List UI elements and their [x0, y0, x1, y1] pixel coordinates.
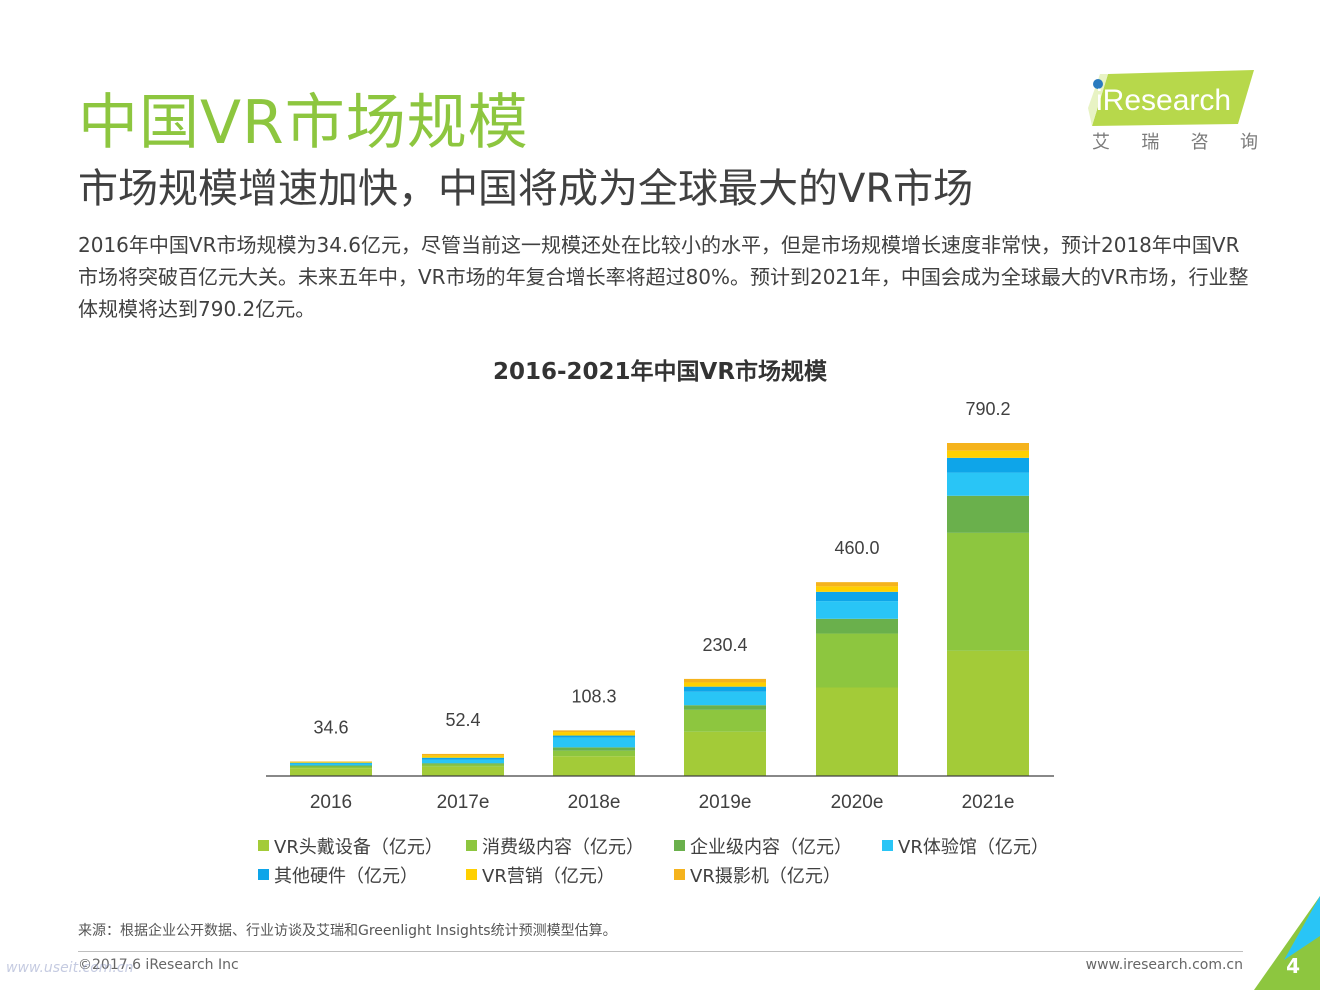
bar-segment-2017e-s5	[422, 756, 504, 758]
bar-segment-2020e-s2	[816, 619, 898, 634]
x-tick-label-2021e: 2021e	[962, 792, 1015, 813]
legend-item-vr-arcade: VR体验馆（亿元）	[882, 833, 1078, 859]
bar-segment-2017e-s1	[422, 764, 504, 766]
legend-row: VR头戴设备（亿元） 消费级内容（亿元） 企业级内容（亿元） VR体验馆（亿元）	[258, 831, 1078, 860]
bar-segment-2019e-s4	[684, 687, 766, 692]
x-tick-label-2017e: 2017e	[437, 792, 490, 813]
total-label-2021e: 790.2	[965, 399, 1010, 419]
bar-segment-2019e-s1	[684, 710, 766, 732]
bar-segment-2019e-s5	[684, 682, 766, 686]
legend-swatch	[674, 869, 685, 880]
legend-label: VR体验馆（亿元）	[898, 833, 1049, 859]
bar-segment-2016-s0	[290, 768, 372, 776]
watermark-text: www.useit.com.cn	[6, 960, 133, 976]
bar-segment-2021e-s4	[947, 458, 1029, 473]
bar-segment-2020e-s4	[816, 592, 898, 601]
x-tick-label-2020e: 2020e	[831, 792, 884, 813]
page-number: 4	[1286, 954, 1300, 978]
legend-label: VR摄影机（亿元）	[690, 862, 841, 888]
bar-segment-2016-s2	[290, 765, 372, 766]
bar-segment-2021e-s5	[947, 451, 1029, 458]
legend-item-vr-marketing: VR营销（亿元）	[466, 862, 674, 888]
legend-swatch	[466, 840, 477, 851]
bar-segment-2016-s1	[290, 767, 372, 769]
total-label-2019e: 230.4	[702, 635, 747, 655]
bar-segment-2021e-s3	[947, 473, 1029, 496]
legend-swatch	[258, 869, 269, 880]
bar-segment-2019e-s6	[684, 679, 766, 683]
bar-segment-2016-s4	[290, 763, 372, 764]
legend-label: 其他硬件（亿元）	[274, 862, 418, 888]
legend-item-vr-camera: VR摄影机（亿元）	[674, 862, 882, 888]
bar-segment-2019e-s0	[684, 732, 766, 776]
bar-segment-2021e-s0	[947, 651, 1029, 776]
x-tick-label-2018e: 2018e	[568, 792, 621, 813]
bar-segment-2016-s5	[290, 762, 372, 763]
bar-segment-2017e-s4	[422, 758, 504, 760]
bar-segment-2018e-s2	[553, 747, 635, 750]
bar-segment-2020e-s5	[816, 586, 898, 591]
legend-swatch	[466, 869, 477, 880]
bar-segment-2017e-s0	[422, 767, 504, 776]
website-link[interactable]: www.iresearch.com.cn	[1086, 957, 1243, 973]
bar-segment-2018e-s3	[553, 738, 635, 748]
bar-segment-2017e-s3	[422, 760, 504, 763]
footer-divider	[78, 951, 1243, 952]
bar-segment-2018e-s0	[553, 756, 635, 776]
legend-swatch	[258, 840, 269, 851]
legend-label: VR营销（亿元）	[482, 862, 615, 888]
bar-segment-2020e-s0	[816, 688, 898, 776]
total-label-2018e: 108.3	[571, 686, 616, 706]
bar-segment-2018e-s5	[553, 732, 635, 735]
legend-swatch	[882, 840, 893, 851]
bar-segment-2018e-s1	[553, 751, 635, 756]
legend-label: VR头戴设备（亿元）	[274, 833, 443, 859]
legend-swatch	[674, 840, 685, 851]
bar-segment-2019e-s2	[684, 705, 766, 710]
total-label-2017e: 52.4	[445, 710, 480, 730]
legend-row: 其他硬件（亿元） VR营销（亿元） VR摄影机（亿元）	[258, 860, 1078, 889]
chart-legend: VR头戴设备（亿元） 消费级内容（亿元） 企业级内容（亿元） VR体验馆（亿元）…	[258, 831, 1078, 889]
bar-segment-2019e-s3	[684, 692, 766, 705]
bar-segment-2021e-s2	[947, 496, 1029, 533]
bar-segment-2017e-s6	[422, 754, 504, 756]
legend-label: 企业级内容（亿元）	[690, 833, 852, 859]
x-tick-label-2019e: 2019e	[699, 792, 752, 813]
bar-segment-2017e-s2	[422, 763, 504, 764]
legend-item-enterprise-content: 企业级内容（亿元）	[674, 833, 882, 859]
legend-item-vr-headset: VR头戴设备（亿元）	[258, 833, 466, 859]
legend-label: 消费级内容（亿元）	[482, 833, 644, 859]
total-label-2016: 34.6	[313, 717, 348, 737]
bar-segment-2020e-s6	[816, 582, 898, 586]
bar-segment-2018e-s6	[553, 730, 635, 732]
legend-item-other-hardware: 其他硬件（亿元）	[258, 862, 466, 888]
source-note: 来源：根据企业公开数据、行业访谈及艾瑞和Greenlight Insights统…	[78, 920, 617, 940]
legend-item-consumer-content: 消费级内容（亿元）	[466, 833, 674, 859]
total-label-2020e: 460.0	[834, 538, 879, 558]
bar-segment-2020e-s1	[816, 634, 898, 688]
bar-segment-2016-s3	[290, 764, 372, 766]
bar-segment-2020e-s3	[816, 601, 898, 619]
x-tick-label-2016: 2016	[310, 792, 352, 813]
bar-segment-2021e-s6	[947, 443, 1029, 451]
bar-segment-2021e-s1	[947, 533, 1029, 651]
bar-segment-2018e-s4	[553, 736, 635, 738]
